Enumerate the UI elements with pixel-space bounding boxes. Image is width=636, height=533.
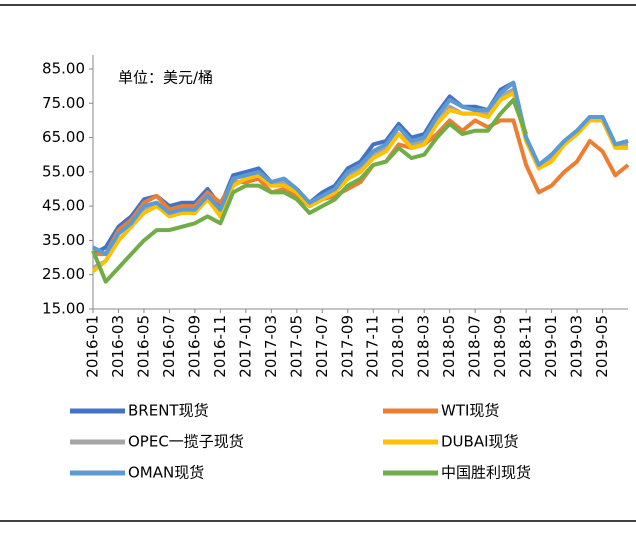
x-tick-label: 2016-07	[160, 315, 178, 378]
x-tick-label: 2018-11	[517, 315, 535, 378]
x-tick-label: 2016-09	[185, 315, 203, 378]
y-tick-label: 35.00	[42, 231, 85, 249]
x-tick-label: 2016-11	[211, 315, 229, 378]
y-tick-label: 75.00	[42, 94, 85, 112]
legend-label: 中国胜利现货	[441, 464, 531, 482]
legend-label: OMAN现货	[128, 464, 204, 482]
y-tick-label: 85.00	[42, 60, 85, 78]
series-line	[91, 97, 528, 284]
unit-annotation: 单位：美元/桶	[118, 69, 213, 87]
y-tick-label: 25.00	[42, 265, 85, 283]
x-tick-label: 2017-07	[313, 315, 331, 378]
x-tick-label: 2017-05	[287, 315, 305, 378]
legend-label: BRENT现货	[128, 402, 209, 420]
series-line	[91, 91, 628, 273]
y-tick-label: 65.00	[42, 128, 85, 146]
x-tick-label: 2019-05	[593, 315, 611, 378]
x-tick-label: 2017-03	[262, 315, 280, 378]
x-tick-label: 2018-09	[491, 315, 509, 378]
x-tick-label: 2018-05	[440, 315, 458, 378]
series-line	[93, 118, 630, 257]
x-tick-label: 2017-09	[338, 315, 356, 378]
x-tick-label: 2017-01	[236, 315, 254, 378]
x-tick-label: 2016-03	[109, 315, 127, 378]
x-tick-label: 2016-01	[84, 315, 102, 378]
x-tick-label: 2019-01	[542, 315, 560, 378]
x-tick-label: 2018-01	[389, 315, 407, 378]
legend-label: OPEC一揽子现货	[128, 433, 244, 451]
x-tick-label: 2016-05	[134, 315, 152, 378]
series-line	[92, 80, 629, 257]
x-tick-label: 2018-07	[466, 315, 484, 378]
y-tick-label: 55.00	[42, 162, 85, 180]
legend-label: DUBAI现货	[441, 433, 519, 451]
legend-label: WTI现货	[441, 402, 499, 420]
y-tick-label: 45.00	[42, 197, 85, 215]
x-tick-label: 2018-03	[415, 315, 433, 378]
x-tick-label: 2019-03	[568, 315, 586, 378]
y-tick-label: 15.00	[42, 300, 85, 318]
x-tick-label: 2017-11	[364, 315, 382, 378]
